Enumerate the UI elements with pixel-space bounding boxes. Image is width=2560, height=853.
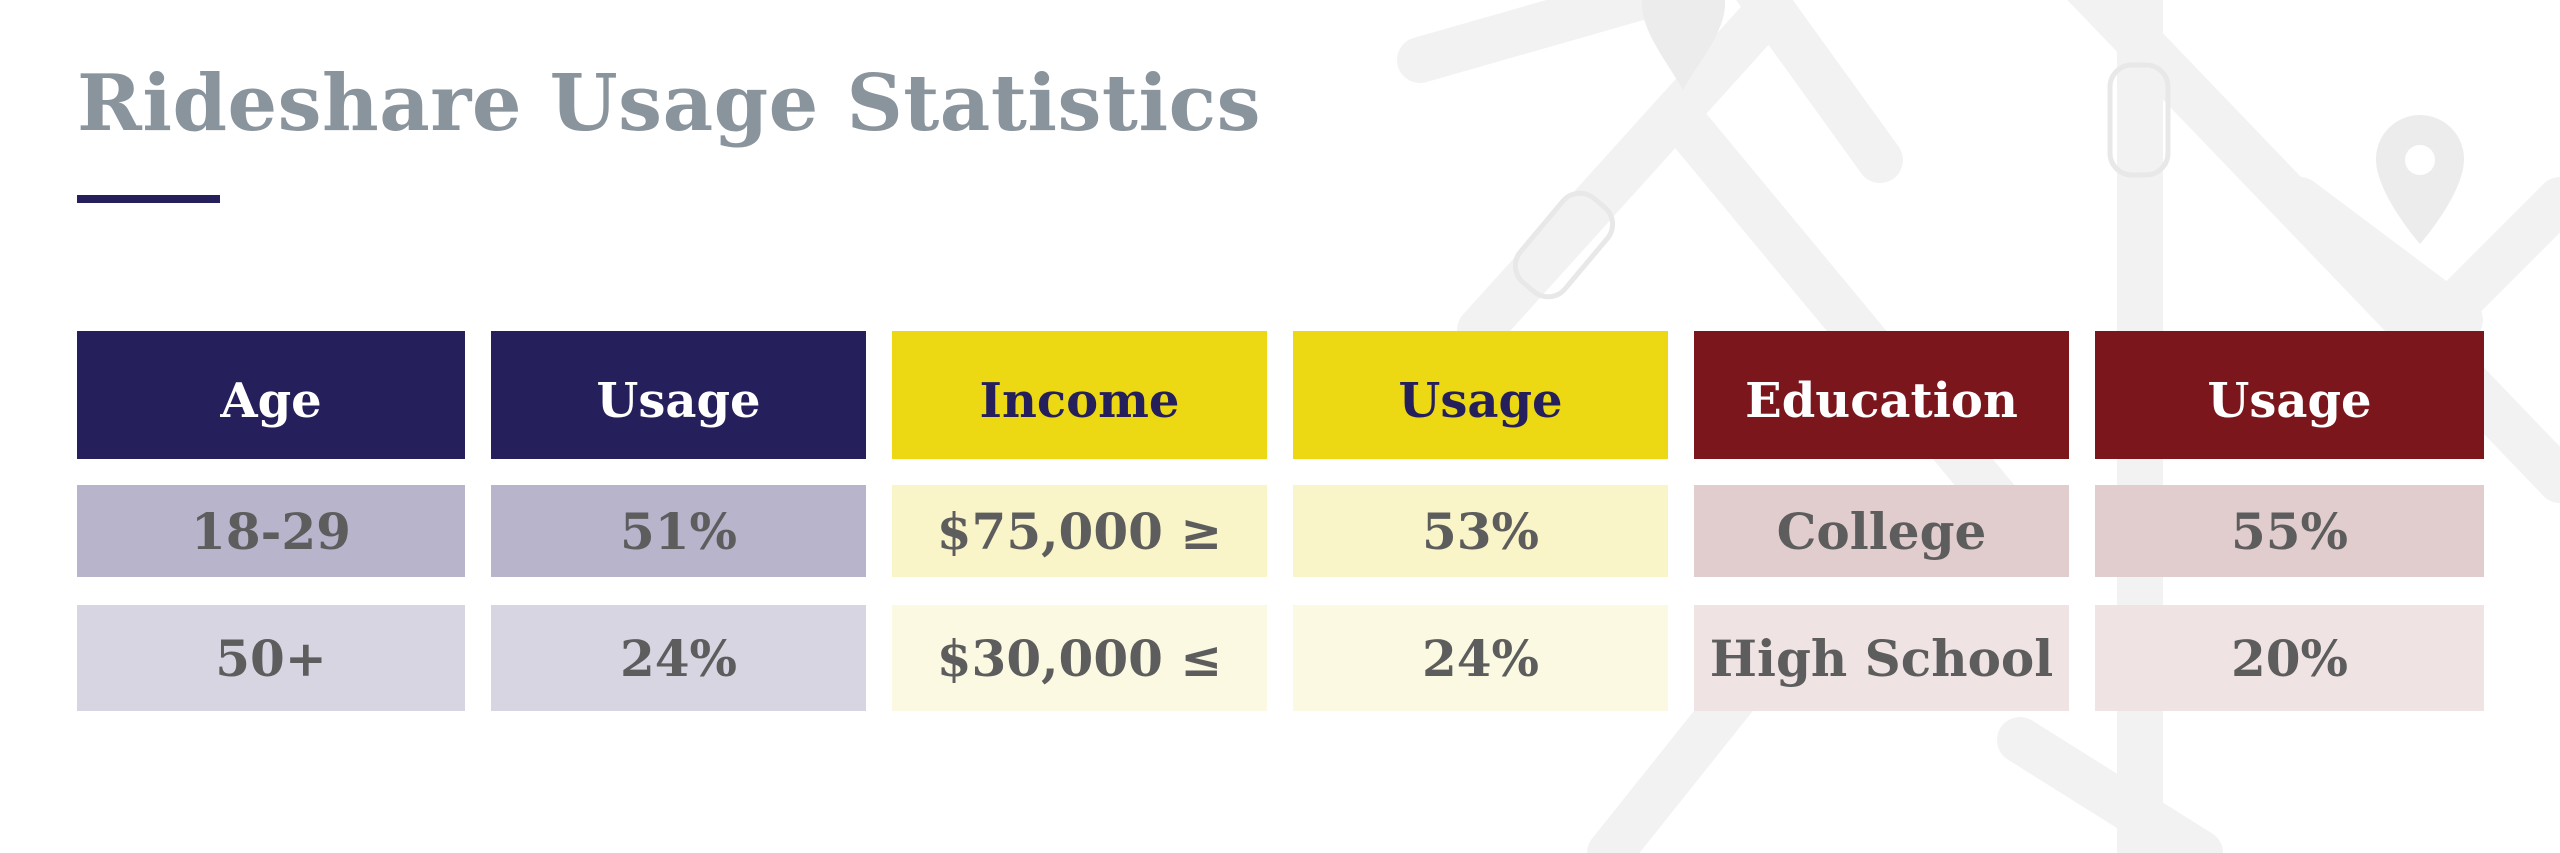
title-underline (77, 195, 220, 203)
table-cell: 24% (1293, 605, 1668, 711)
page-title: Rideshare Usage Statistics (77, 58, 1261, 149)
table-cell: 51% (491, 485, 866, 577)
table-cell: High School (1694, 605, 2069, 711)
header-age-usage: Usage (491, 331, 866, 459)
table-cell: 18-29 (77, 485, 465, 577)
table-cell: 50+ (77, 605, 465, 711)
header-age: Age (77, 331, 465, 459)
map-pin-icon (1641, 0, 1726, 90)
header-education: Education (1694, 331, 2069, 459)
header-education-usage: Usage (2095, 331, 2484, 459)
table-cell: College (1694, 485, 2069, 577)
table-cell: 24% (491, 605, 866, 711)
table-cell: 53% (1293, 485, 1668, 577)
table-cell: $30,000 ≤ (892, 605, 1267, 711)
table-cell: 55% (2095, 485, 2484, 577)
header-income-usage: Usage (1293, 331, 1668, 459)
map-pin-icon-2 (2376, 115, 2464, 244)
header-income: Income (892, 331, 1267, 459)
table-cell: $75,000 ≥ (892, 485, 1267, 577)
table-cell: 20% (2095, 605, 2484, 711)
car-icon (2107, 62, 2171, 178)
